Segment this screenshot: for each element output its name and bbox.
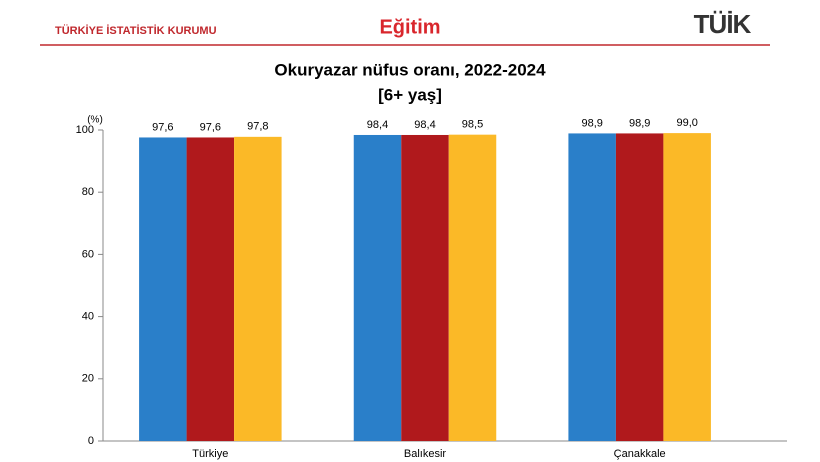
chart-subtitle: [6+ yaş]: [378, 85, 442, 104]
bar: [448, 134, 497, 442]
x-tick-label: Balıkesir: [404, 448, 447, 460]
y-tick-label: 60: [82, 248, 94, 260]
y-tick-label: 20: [82, 373, 94, 385]
bar: [186, 137, 235, 442]
logo: TÜİK: [694, 9, 752, 39]
value-label: 98,5: [462, 119, 483, 131]
bar: [568, 133, 616, 441]
value-label: 98,4: [367, 119, 388, 131]
value-label: 98,4: [414, 119, 435, 131]
x-tick-label: Türkiye: [192, 448, 228, 460]
bar: [139, 137, 187, 442]
value-label: 98,9: [629, 117, 650, 129]
y-tick-label: 100: [76, 124, 94, 136]
x-tick-label: Çanakkale: [614, 448, 666, 460]
y-tick-label: 80: [82, 186, 94, 198]
value-label: 97,6: [152, 121, 173, 133]
y-tick-label: 40: [82, 311, 94, 323]
section-title: Eğitim: [379, 16, 440, 38]
value-label: 97,6: [200, 121, 221, 133]
institution: TÜRKİYE İSTATİSTİK KURUMU: [55, 24, 217, 37]
bar: [615, 133, 664, 441]
value-label: 98,9: [581, 117, 602, 129]
value-label: 99,0: [676, 117, 697, 129]
value-label: 97,8: [247, 121, 268, 133]
bar: [234, 136, 282, 442]
bar: [663, 133, 711, 442]
bar: [401, 134, 449, 441]
y-tick-label: 0: [88, 435, 94, 447]
chart-title: Okuryazar nüfus oranı, 2022-2024: [274, 60, 546, 79]
y-unit: (%): [87, 115, 103, 126]
bar: [353, 134, 402, 441]
